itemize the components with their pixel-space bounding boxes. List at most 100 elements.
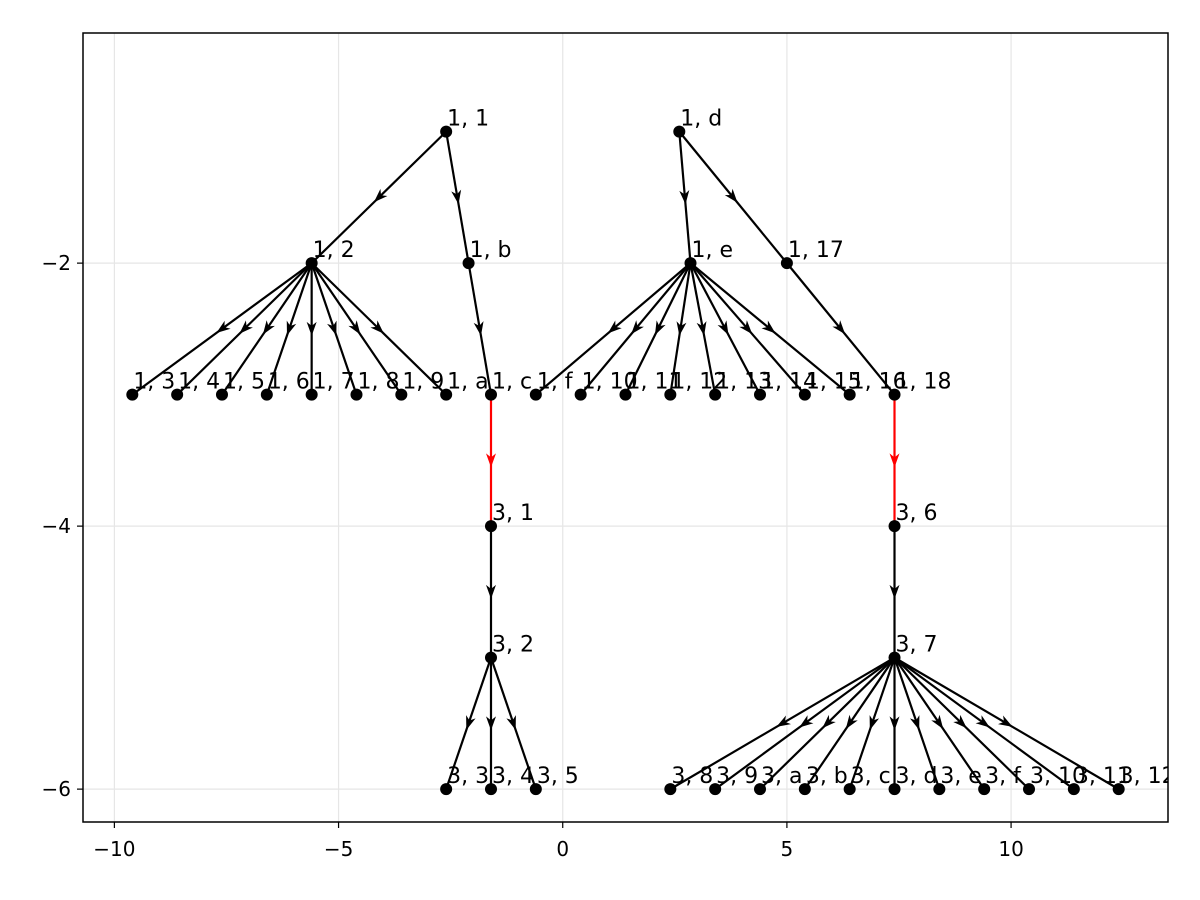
node-label-1-14: 1, 14: [761, 370, 817, 395]
edge-1-e-to-1-11: [624, 262, 692, 396]
node-label-1-11: 1, 11: [627, 370, 683, 395]
plot-frame: [82, 32, 1169, 823]
edge-1-2-to-1-4: [176, 262, 313, 396]
edge-arrow: [327, 320, 337, 336]
node-1-3: [126, 388, 139, 401]
edge-1-e-to-1-15: [689, 262, 806, 396]
edge-arrow: [799, 715, 814, 728]
node-label-3-b: 3, b: [806, 764, 848, 789]
node-label-3-8: 3, 8: [671, 764, 713, 789]
node-1-11: [619, 388, 632, 401]
node-label-3-d: 3, d: [896, 764, 938, 789]
edge-arrow: [761, 320, 776, 334]
node-label-3-3: 3, 3: [447, 764, 489, 789]
edge-arrow: [975, 715, 990, 728]
node-1-13: [709, 388, 722, 401]
edge-1-e-to-1-10: [579, 262, 692, 396]
node-1-17: [780, 257, 793, 270]
node-label-1-3: 1, 3: [133, 370, 175, 395]
edge-arrow: [869, 715, 880, 731]
edges: [131, 130, 1120, 791]
node-3-e: [933, 783, 946, 796]
node-3-11: [1067, 783, 1080, 796]
edge-1-2-to-1-a: [310, 262, 447, 396]
edge-1-18-to-3-6: [889, 394, 900, 527]
edge-arrow: [631, 320, 644, 335]
node-label-1-5: 1, 5: [223, 370, 265, 395]
node-label-1-17: 1, 17: [788, 238, 844, 263]
node-labels: 1, 1 1, 2 1, b 1, 3 1, 4 1, 5 1, 6 1, 7 1, 8 1, 9…: [133, 107, 1176, 790]
node-1-4: [171, 388, 184, 401]
node-label-1-b: 1, b: [470, 238, 512, 263]
grid-lines: [83, 33, 1168, 822]
edge-arrow: [739, 320, 753, 335]
edge-arrow: [485, 453, 496, 468]
edge-arrow: [953, 714, 967, 729]
node-label-1-d: 1, d: [680, 107, 722, 132]
edge-arrow: [889, 584, 900, 599]
edge-arrow: [998, 715, 1013, 727]
node-3-d: [888, 783, 901, 796]
edge-arrow: [845, 714, 858, 730]
edge-3-2-to-3-3: [445, 657, 493, 790]
node-1-16: [843, 388, 856, 401]
node-3-a: [754, 783, 767, 796]
edge-arrow: [216, 320, 231, 334]
node-1-a: [440, 388, 453, 401]
node-label-3-9: 3, 9: [716, 764, 758, 789]
edge-1-d-to-1-17: [678, 130, 788, 264]
edge-arrow: [832, 320, 846, 335]
node-1-8: [350, 388, 363, 401]
edge-3-2-to-3-5: [489, 657, 537, 790]
edge-arrow: [717, 320, 729, 336]
edge-3-6-to-3-7: [889, 526, 900, 658]
node-label-1-18: 1, 18: [896, 370, 952, 395]
edge-arrow: [679, 189, 690, 205]
edge-arrow: [724, 188, 738, 203]
edge-arrow: [676, 321, 687, 336]
edge-3-1-to-3-2: [485, 526, 496, 658]
edge-3-7-to-3-f: [893, 657, 986, 790]
node-label-1-9: 1, 9: [402, 370, 444, 395]
edge-1-1-to-1-b: [445, 131, 470, 264]
node-1-c: [484, 388, 497, 401]
edge-3-2-to-3-4: [485, 657, 496, 790]
node-3-5: [529, 783, 542, 796]
edge-3-7-to-3-12: [893, 656, 1120, 791]
edge-3-7-to-3-9: [714, 656, 896, 791]
node-label-1-c: 1, c: [492, 370, 532, 395]
node-3-6: [888, 520, 901, 533]
node-label-3-4: 3, 4: [492, 764, 534, 789]
node-label-3-6: 3, 6: [896, 501, 938, 526]
edge-1-2-to-1-7: [306, 263, 317, 395]
node-1-9: [395, 388, 408, 401]
node-label-1-13: 1, 13: [716, 370, 772, 395]
edge-arrow: [889, 453, 900, 468]
node-label-3-11: 3, 11: [1075, 764, 1131, 789]
edge-arrow: [485, 584, 496, 599]
node-1-7: [305, 388, 318, 401]
node-label-1-1: 1, 1: [447, 107, 489, 132]
node-label-1-8: 1, 8: [357, 370, 399, 395]
edge-arrow: [348, 320, 361, 335]
node-3-b: [798, 783, 811, 796]
node-label-1-16: 1, 16: [851, 370, 907, 395]
y-tick-label: −6: [42, 777, 71, 801]
edge-arrow: [654, 320, 666, 336]
edge-arrow: [451, 189, 462, 205]
node-label-1-6: 1, 6: [268, 370, 310, 395]
edge-arrow: [776, 715, 791, 727]
edge-arrow: [370, 320, 384, 334]
edge-1-e-to-1-f: [535, 262, 692, 396]
edge-3-7-to-3-8: [669, 656, 896, 791]
node-label-3-12: 3, 12: [1120, 764, 1176, 789]
x-tick-label: 5: [781, 837, 794, 861]
edge-1-e-to-1-13: [689, 262, 717, 395]
edge-arrow: [239, 320, 253, 334]
node-label-3-5: 3, 5: [537, 764, 579, 789]
node-3-4: [484, 783, 497, 796]
edge-arrow: [485, 716, 496, 731]
node-3-c: [843, 783, 856, 796]
node-label-3-f: 3, f: [985, 764, 1022, 789]
